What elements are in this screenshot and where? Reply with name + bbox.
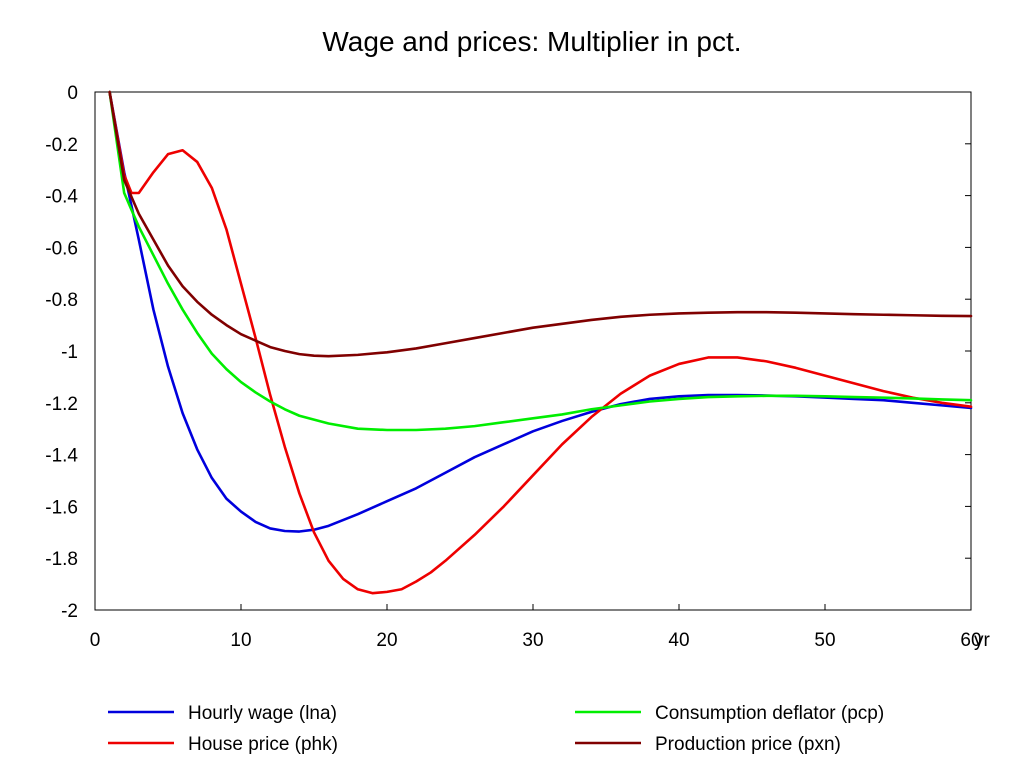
x-axis: 0 10 20 30 40 50 60 [90,604,982,651]
x-tick-label: 30 [522,630,543,651]
series-line-2 [108,90,973,432]
legend-item: Hourly wage (lna) [108,703,337,724]
x-tick-label: 20 [376,630,397,651]
x-tick-label: 50 [814,630,835,651]
plot-area-frame [94,91,972,611]
legend-label: Hourly wage (lna) [188,703,337,724]
y-tick-label: -1.2 [45,394,78,415]
y-tick-label: -0.4 [45,187,78,208]
x-tick-label: 40 [668,630,689,651]
y-tick-label: -1.8 [45,549,78,570]
y-tick-label: -1.4 [45,446,78,467]
x-axis-unit-label: yr [974,630,991,651]
series-lines [108,90,973,595]
x-tick-label: 10 [230,630,251,651]
y-tick-label: 0 [67,83,78,104]
legend-item: Production price (pxn) [575,734,841,755]
y-tick-label: -1 [61,342,78,363]
legend-item: Consumption deflator (pcp) [575,703,884,724]
x-tick-label: 60 [960,630,981,651]
legend: Hourly wage (lna) House price (phk) Consum… [108,703,884,755]
series-line-3 [108,90,973,358]
y-tick-label: -0.8 [45,290,78,311]
y-tick-label: -1.6 [45,497,78,518]
y-tick-label: -2 [61,601,78,622]
series-line-0 [108,90,973,533]
legend-item: House price (phk) [108,734,338,755]
y-axis: 0 -0.2 -0.4 -0.6 -0.8 -1 -1.2 -1.4 -1.6 -1.8 -2 [45,83,971,622]
x-tick-label: 0 [90,630,101,651]
chart-title: Wage and prices: Multiplier in pct. [322,26,741,57]
legend-label: House price (phk) [188,734,338,755]
y-tick-label: -0.6 [45,238,78,259]
legend-label: Production price (pxn) [655,734,841,755]
y-tick-label: -0.2 [45,135,78,156]
legend-label: Consumption deflator (pcp) [655,703,884,724]
series-line-1 [108,90,973,595]
